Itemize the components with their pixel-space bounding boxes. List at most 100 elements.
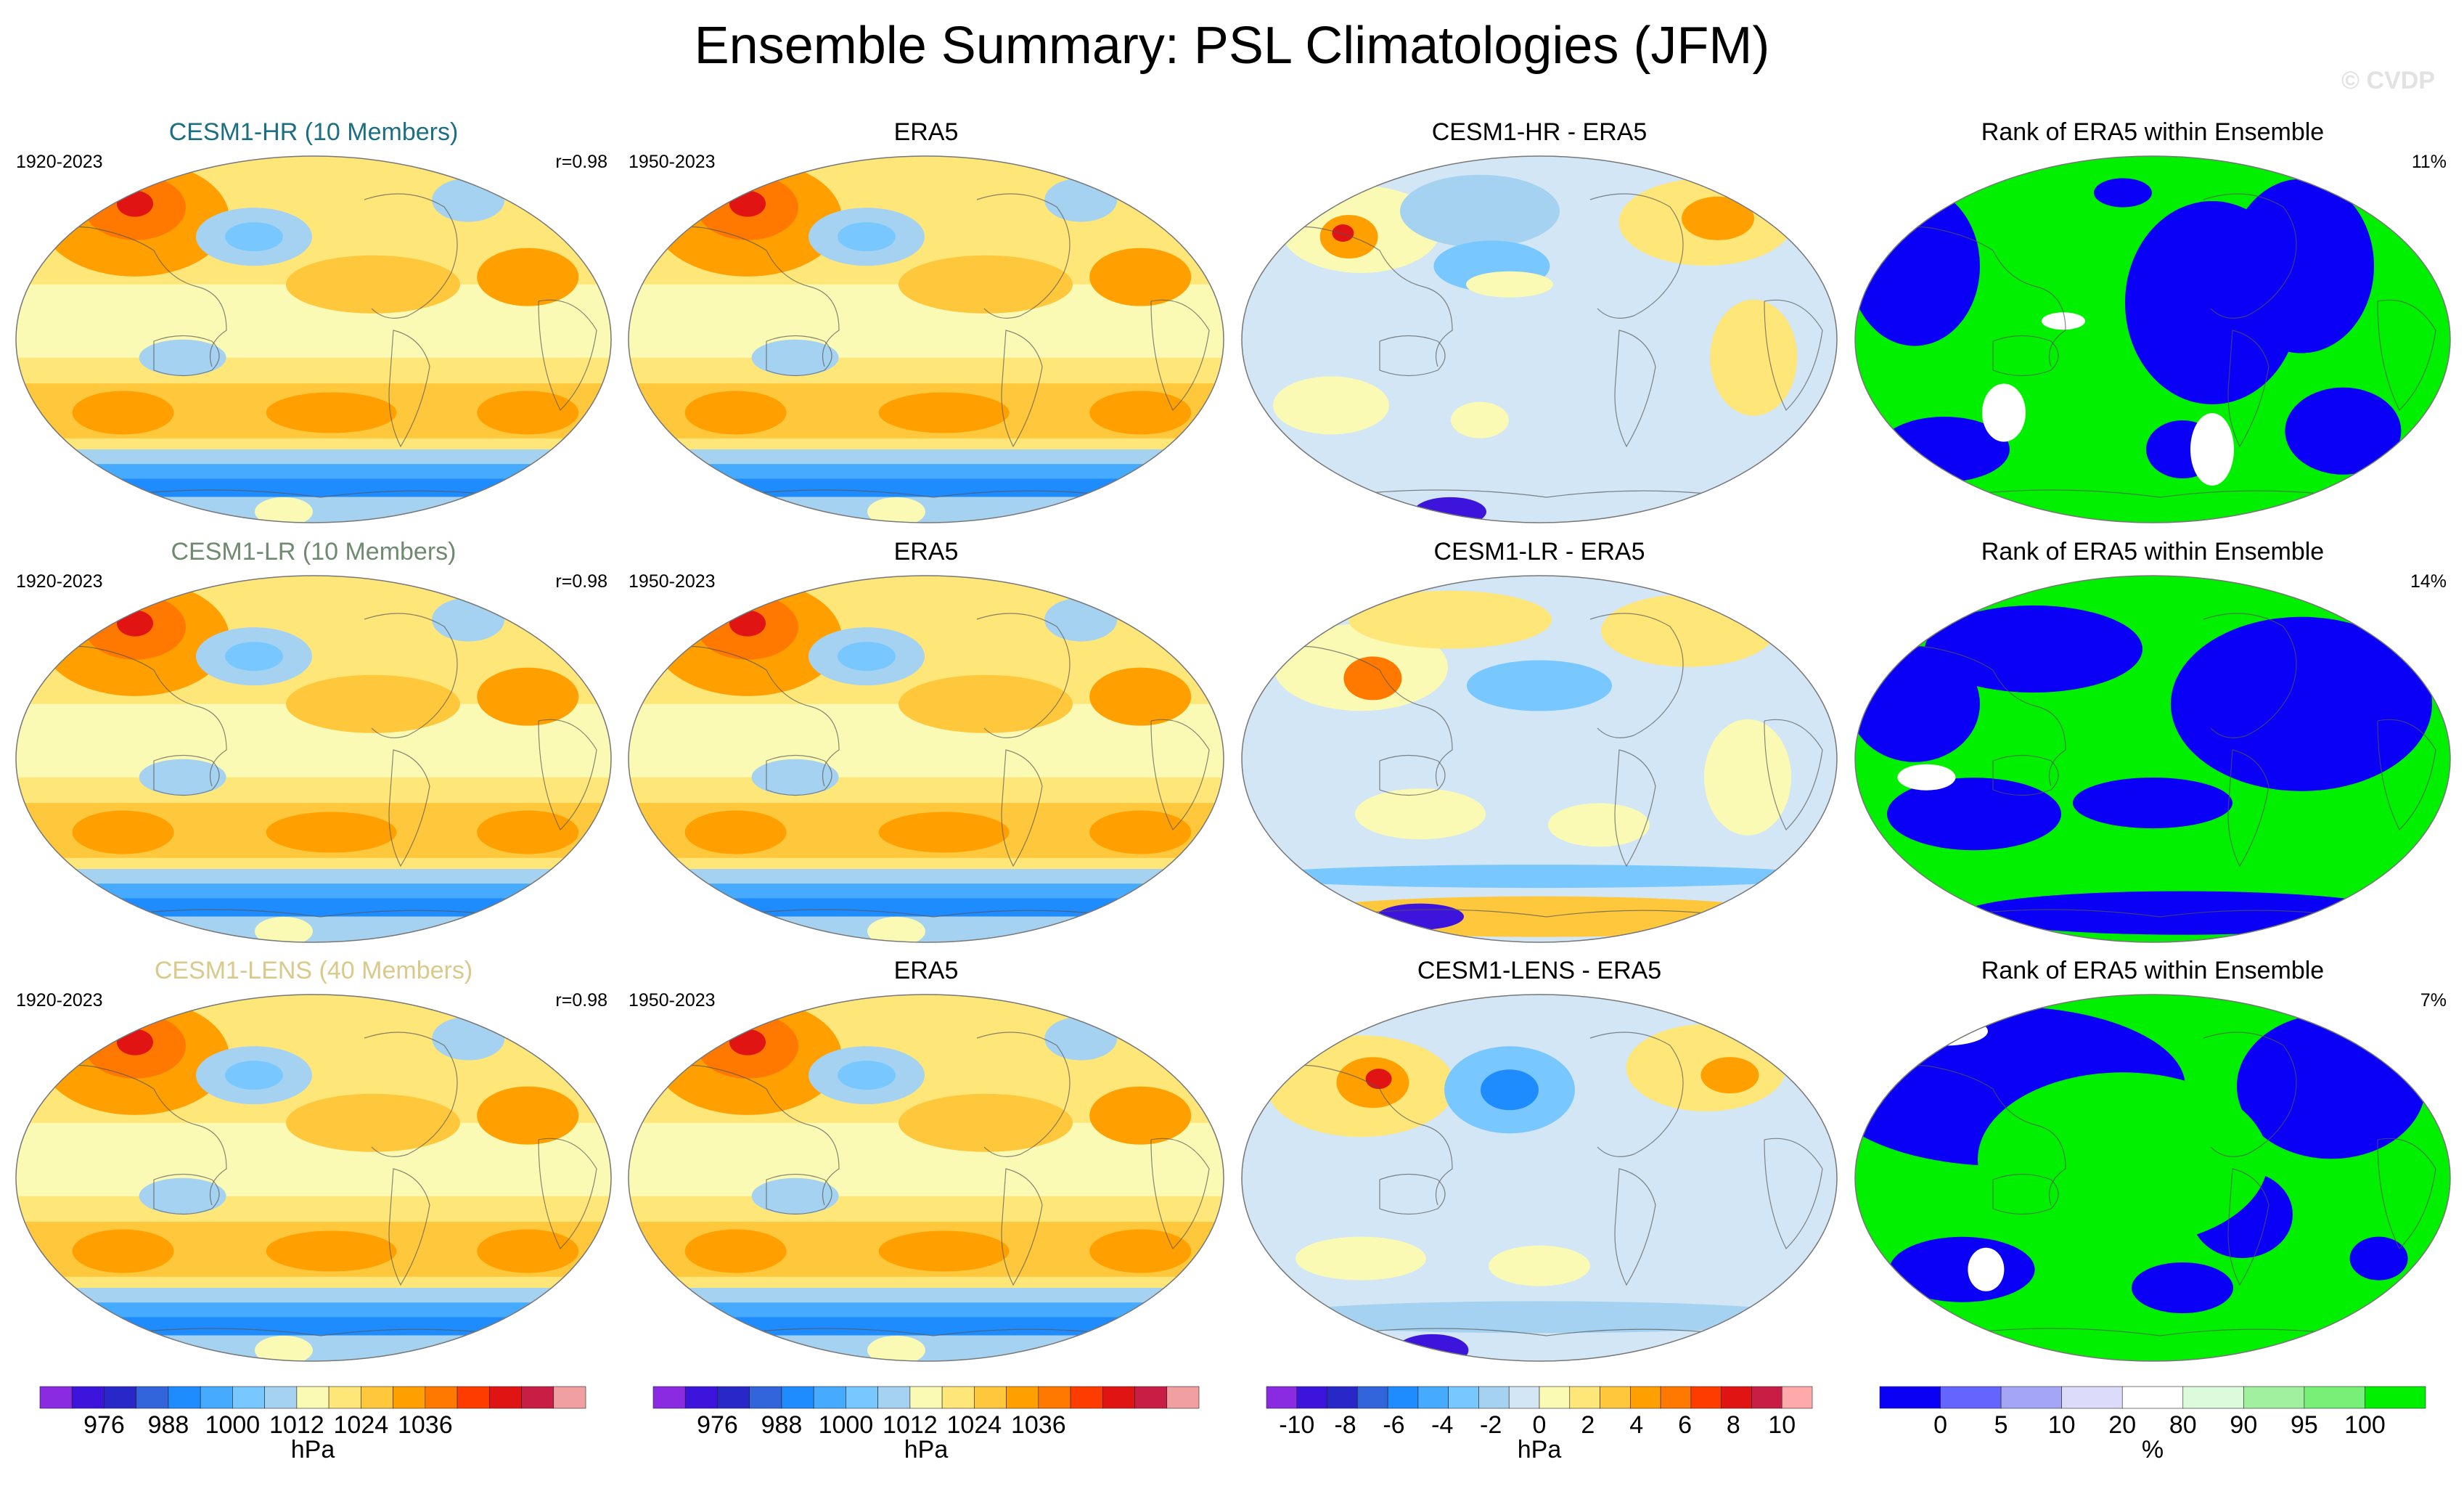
- map-diff-row3: [1242, 995, 1837, 1361]
- colorbar-swatch: [2243, 1386, 2305, 1409]
- panel-title-model: CESM1-LENS (40 Members): [154, 957, 473, 984]
- colorbar-tick-label: 100: [2344, 1411, 2386, 1439]
- colorbar-swatch: [1879, 1386, 1941, 1409]
- colorbar-tick-label: 10: [1768, 1411, 1796, 1439]
- colorbar-swatch: [1266, 1386, 1298, 1409]
- pattern-correlation: r=0.98: [555, 990, 607, 1011]
- colorbar-swatch: [232, 1386, 265, 1409]
- colorbar-swatch: [2000, 1386, 2062, 1409]
- colorbar-tick-label: 1000: [205, 1411, 261, 1439]
- panel-title-diff: CESM1-LR - ERA5: [1433, 538, 1645, 566]
- map-border: [1854, 575, 2451, 943]
- colorbar-swatch: [1448, 1386, 1479, 1409]
- colorbar-swatch: [2061, 1386, 2123, 1409]
- colorbar-swatch: [1600, 1386, 1631, 1409]
- colorbar-swatch: [941, 1386, 975, 1409]
- colorbar-swatch: [361, 1386, 393, 1409]
- rank-percent: 11%: [2411, 152, 2447, 172]
- year-range: 1920-2023: [16, 571, 103, 592]
- colorbar-swatch: [909, 1386, 943, 1409]
- colorbar-swatch: [1102, 1386, 1135, 1409]
- colorbar-swatch: [1478, 1386, 1510, 1409]
- colorbar-swatch: [39, 1386, 73, 1409]
- map-diff-row2: [1242, 576, 1837, 942]
- panel-title-rank: Rank of ERA5 within Ensemble: [1981, 538, 2325, 566]
- copyright-watermark: © CVDP: [2341, 67, 2435, 94]
- colorbar-swatch: [1508, 1386, 1540, 1409]
- colorbar-tick-label: 5: [1994, 1411, 2008, 1439]
- colorbar-swatch: [781, 1386, 814, 1409]
- colorbar-tick-label: 4: [1629, 1411, 1644, 1439]
- colorbar-swatch: [2182, 1386, 2244, 1409]
- colorbar-swatch: [104, 1386, 137, 1409]
- pattern-correlation: r=0.98: [555, 152, 607, 172]
- colorbar-tick-label: -4: [1431, 1411, 1454, 1439]
- colorbar-tick-label: 80: [2169, 1411, 2197, 1439]
- map-border: [15, 575, 612, 943]
- rank-percent: 7%: [2420, 990, 2447, 1011]
- colorbar-swatch: [1134, 1386, 1168, 1409]
- colorbar-swatch: [1721, 1386, 1752, 1409]
- map-obs-row2: [629, 576, 1224, 942]
- colorbar-unit: hPa: [1517, 1436, 1562, 1463]
- colorbar-swatch: [168, 1386, 201, 1409]
- colorbar-swatch: [521, 1386, 554, 1409]
- colorbar-swatch: [1296, 1386, 1327, 1409]
- panel-title-obs: ERA5: [893, 538, 959, 566]
- colorbar-tick-label: 6: [1678, 1411, 1692, 1439]
- colorbar-tick-label: 1024: [946, 1411, 1002, 1439]
- year-range: 1920-2023: [16, 152, 103, 172]
- map-border: [15, 155, 612, 523]
- colorbar-swatch: [1569, 1386, 1600, 1409]
- colorbar-swatch: [846, 1386, 878, 1409]
- colorbar-tick-label: 0: [1933, 1411, 1947, 1439]
- year-range: 1950-2023: [629, 990, 716, 1011]
- colorbar-tick-label: 10: [2047, 1411, 2076, 1439]
- panel-title-model: CESM1-HR (10 Members): [168, 118, 459, 146]
- colorbar-tick-label: 1036: [1010, 1411, 1066, 1439]
- colorbar-unit: %: [2141, 1436, 2164, 1463]
- map-border: [628, 155, 1224, 523]
- colorbar-swatch: [1940, 1386, 2002, 1409]
- colorbar-tick-label: 988: [761, 1411, 803, 1439]
- colorbar-swatch: [813, 1386, 846, 1409]
- colorbar-swatch: [1327, 1386, 1358, 1409]
- colorbar-swatch: [393, 1386, 426, 1409]
- colorbar-tick-label: 1012: [269, 1411, 324, 1439]
- colorbar-swatch: [1660, 1386, 1692, 1409]
- map-border: [628, 575, 1224, 943]
- colorbar-swatch: [488, 1386, 522, 1409]
- colorbar-swatch: [1630, 1386, 1661, 1409]
- colorbar-swatch: [749, 1386, 782, 1409]
- colorbar-tick-label: 1012: [883, 1411, 938, 1439]
- panel-title-rank: Rank of ERA5 within Ensemble: [1981, 118, 2325, 146]
- colorbar-tick-label: 976: [83, 1411, 125, 1439]
- colorbar-swatch: [717, 1386, 750, 1409]
- colorbar-tick-label: 976: [697, 1411, 738, 1439]
- figure-title: Ensemble Summary: PSL Climatologies (JFM…: [694, 17, 1770, 75]
- colorbar-tick-label: 0: [1532, 1411, 1547, 1439]
- colorbar-swatch: [2121, 1386, 2184, 1409]
- colorbar-swatch: [877, 1386, 911, 1409]
- map-diff-row1: [1242, 156, 1837, 523]
- map-rank-row1: [1855, 156, 2450, 523]
- colorbar-tick-label: 90: [2230, 1411, 2258, 1439]
- colorbar-swatch: [457, 1386, 490, 1409]
- colorbar-swatch: [1006, 1386, 1039, 1409]
- colorbar-tick-label: 1036: [397, 1411, 453, 1439]
- colorbar-tick-label: -6: [1383, 1411, 1405, 1439]
- colorbar-swatch: [296, 1386, 330, 1409]
- year-range: 1920-2023: [16, 990, 103, 1011]
- colorbar-tick-label: -8: [1334, 1411, 1356, 1439]
- colorbar-swatch: [264, 1386, 298, 1409]
- panel-title-model: CESM1-LR (10 Members): [171, 538, 457, 566]
- colorbar-swatch: [136, 1386, 169, 1409]
- colorbar-tick-label: 8: [1726, 1411, 1740, 1439]
- colorbar-tick-label: 1024: [333, 1411, 389, 1439]
- panel-title-diff: CESM1-HR - ERA5: [1431, 118, 1648, 146]
- colorbar-swatch: [2304, 1386, 2365, 1409]
- map-border: [15, 994, 612, 1362]
- map-rank-row3: [1855, 995, 2450, 1361]
- colorbar-swatch: [1357, 1386, 1388, 1409]
- colorbar-tick-label: -2: [1480, 1411, 1502, 1439]
